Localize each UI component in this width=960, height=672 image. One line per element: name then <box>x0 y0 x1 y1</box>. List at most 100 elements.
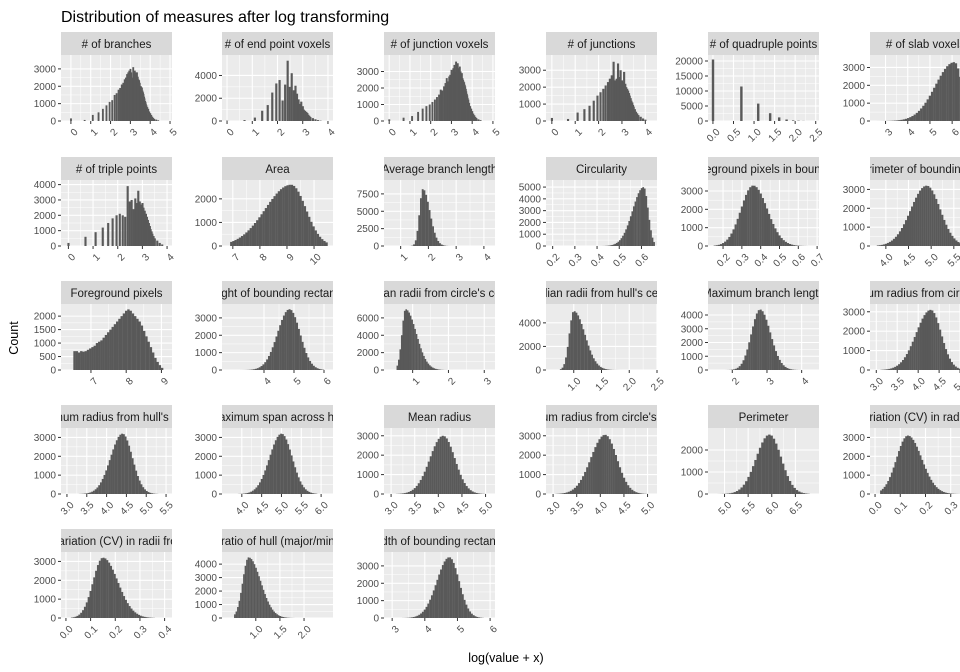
histogram-bar <box>592 358 595 370</box>
histogram-bar <box>941 336 944 370</box>
histogram-bar <box>253 222 257 246</box>
histogram-bar <box>161 244 164 246</box>
histogram-bar <box>769 332 772 370</box>
histogram-bar <box>915 446 918 494</box>
histogram-bar <box>244 493 247 494</box>
histogram-bar <box>919 455 922 494</box>
histogram-bar <box>412 324 415 370</box>
histogram-bar <box>589 350 592 370</box>
facet-strip <box>222 405 333 428</box>
histogram-bar <box>778 359 781 370</box>
histogram-bar <box>94 232 97 246</box>
facet-strip <box>61 281 172 304</box>
x-tick-label: 6 <box>950 127 960 139</box>
histogram-bar <box>425 194 428 246</box>
histogram-bar <box>416 615 419 618</box>
histogram-bar <box>434 368 437 370</box>
histogram-bar <box>717 244 721 246</box>
histogram-bar <box>138 480 141 494</box>
histogram-bar <box>909 117 912 121</box>
y-tick-label: 2000 <box>519 83 542 94</box>
histogram-bar <box>310 492 313 494</box>
histogram-bars <box>406 189 462 246</box>
histogram-bar <box>588 105 591 121</box>
histogram-bar <box>777 449 780 494</box>
histogram-bar <box>457 469 460 494</box>
histogram-bar <box>290 73 293 121</box>
histogram-bar <box>468 102 471 121</box>
histogram-bar <box>427 461 430 494</box>
y-tick-label: 0 <box>697 242 703 253</box>
histogram-bar <box>902 119 906 121</box>
histogram-bar <box>107 465 109 494</box>
histogram-bar <box>253 564 256 618</box>
histogram-bar <box>888 241 892 246</box>
histogram-bar <box>904 220 908 246</box>
histogram-bar <box>467 608 470 618</box>
histogram-bar <box>98 560 101 618</box>
histogram-bar <box>288 184 291 246</box>
histogram-bar <box>637 193 640 246</box>
histogram-bar <box>261 110 264 121</box>
histogram-bar <box>274 613 277 618</box>
histogram-bar <box>91 491 94 494</box>
histogram-bar <box>418 343 421 370</box>
histogram-bar <box>711 59 715 121</box>
histogram-bar <box>264 362 267 370</box>
histogram-bar <box>474 116 477 121</box>
histogram-bar <box>147 492 150 494</box>
histogram-bar <box>139 204 143 246</box>
histogram-bar <box>100 340 103 370</box>
histogram-bar <box>154 357 157 370</box>
histogram-bar <box>305 211 309 246</box>
histogram-bar <box>260 478 263 494</box>
facet-strip <box>384 281 495 304</box>
facet-strip <box>384 157 495 180</box>
histogram-bar <box>591 354 593 370</box>
histogram-bar <box>568 333 571 370</box>
histogram-bar <box>622 477 626 494</box>
histogram-bar <box>111 326 114 370</box>
y-tick-label: 0 <box>697 117 703 128</box>
histogram-bars <box>67 186 164 246</box>
histogram-bar <box>742 484 746 494</box>
histogram-bar <box>316 120 320 121</box>
histogram-bar <box>907 350 910 370</box>
histogram-bar <box>886 242 890 246</box>
histogram-bar <box>902 224 906 246</box>
histogram-bar <box>438 574 441 618</box>
histogram-bars <box>70 67 160 121</box>
histogram-bar <box>423 609 426 618</box>
histogram-bar <box>890 368 893 370</box>
histogram-bar <box>786 368 789 370</box>
histogram-bar <box>604 369 607 370</box>
histogram-bar <box>935 83 938 121</box>
histogram-bar <box>798 491 801 494</box>
histogram-bars <box>395 435 486 494</box>
histogram-bar <box>788 368 791 370</box>
histogram-bar <box>730 233 733 246</box>
histogram-bar <box>256 368 259 370</box>
histogram-bar <box>640 188 643 246</box>
histogram-bar <box>632 106 635 121</box>
histogram-bar <box>946 354 950 370</box>
facet-strip-label: # of junctions <box>568 39 636 51</box>
histogram-bar <box>427 363 430 370</box>
histogram-bar <box>128 606 131 618</box>
histogram-bar <box>420 198 422 246</box>
histogram-bar <box>802 493 806 494</box>
histogram-bar <box>633 491 636 494</box>
histogram-bar <box>887 480 890 494</box>
histogram-bar <box>765 208 769 246</box>
histogram-bar <box>243 234 246 246</box>
histogram-bar <box>465 486 468 494</box>
histogram-bar <box>296 472 298 494</box>
histogram-bar <box>561 493 564 494</box>
histogram-bar <box>237 607 239 618</box>
histogram-bar <box>472 615 475 618</box>
histogram-bar <box>86 349 90 370</box>
histogram-bar <box>96 487 99 494</box>
y-tick-label: 2000 <box>357 348 380 359</box>
histogram-bar <box>628 221 631 246</box>
